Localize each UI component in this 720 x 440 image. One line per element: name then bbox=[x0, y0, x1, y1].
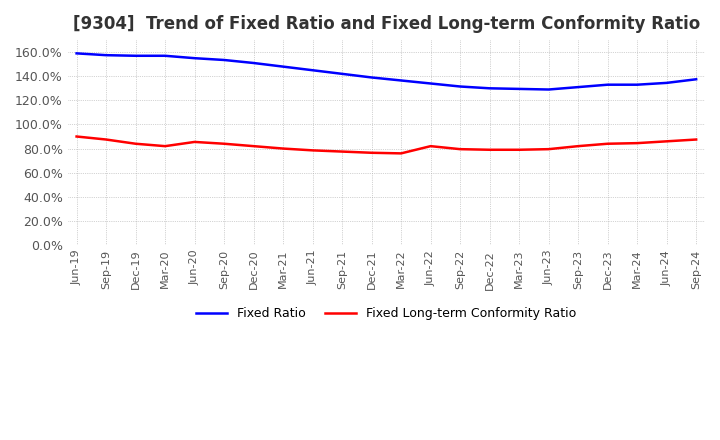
Fixed Ratio bbox=[515, 86, 523, 92]
Fixed Long-term Conformity Ratio bbox=[544, 147, 553, 152]
Fixed Ratio bbox=[220, 57, 228, 62]
Fixed Long-term Conformity Ratio bbox=[485, 147, 494, 152]
Fixed Ratio bbox=[397, 78, 405, 83]
Fixed Long-term Conformity Ratio bbox=[338, 149, 346, 154]
Fixed Ratio bbox=[633, 82, 642, 87]
Fixed Long-term Conformity Ratio bbox=[72, 134, 81, 139]
Fixed Long-term Conformity Ratio bbox=[190, 139, 199, 145]
Fixed Ratio bbox=[308, 68, 317, 73]
Fixed Ratio bbox=[692, 77, 701, 82]
Fixed Long-term Conformity Ratio bbox=[131, 141, 140, 147]
Fixed Long-term Conformity Ratio bbox=[220, 141, 228, 147]
Fixed Long-term Conformity Ratio bbox=[102, 137, 110, 142]
Fixed Ratio bbox=[426, 81, 435, 86]
Fixed Long-term Conformity Ratio bbox=[456, 147, 464, 152]
Fixed Ratio bbox=[102, 52, 110, 58]
Fixed Ratio bbox=[574, 84, 582, 90]
Fixed Long-term Conformity Ratio bbox=[574, 143, 582, 149]
Fixed Long-term Conformity Ratio bbox=[603, 141, 612, 147]
Fixed Long-term Conformity Ratio bbox=[426, 143, 435, 149]
Line: Fixed Long-term Conformity Ratio: Fixed Long-term Conformity Ratio bbox=[76, 136, 696, 154]
Fixed Long-term Conformity Ratio bbox=[249, 143, 258, 149]
Fixed Long-term Conformity Ratio bbox=[279, 146, 287, 151]
Fixed Long-term Conformity Ratio bbox=[633, 140, 642, 146]
Fixed Ratio bbox=[367, 75, 376, 80]
Title: [9304]  Trend of Fixed Ratio and Fixed Long-term Conformity Ratio: [9304] Trend of Fixed Ratio and Fixed Lo… bbox=[73, 15, 700, 33]
Fixed Ratio bbox=[72, 51, 81, 56]
Fixed Ratio bbox=[161, 53, 169, 59]
Fixed Ratio bbox=[662, 80, 671, 85]
Fixed Ratio bbox=[131, 53, 140, 59]
Line: Fixed Ratio: Fixed Ratio bbox=[76, 53, 696, 89]
Fixed Long-term Conformity Ratio bbox=[662, 139, 671, 144]
Fixed Long-term Conformity Ratio bbox=[367, 150, 376, 155]
Fixed Ratio bbox=[485, 86, 494, 91]
Fixed Long-term Conformity Ratio bbox=[397, 151, 405, 156]
Fixed Long-term Conformity Ratio bbox=[308, 148, 317, 153]
Fixed Ratio bbox=[544, 87, 553, 92]
Legend: Fixed Ratio, Fixed Long-term Conformity Ratio: Fixed Ratio, Fixed Long-term Conformity … bbox=[192, 302, 582, 325]
Fixed Long-term Conformity Ratio bbox=[515, 147, 523, 152]
Fixed Ratio bbox=[279, 64, 287, 69]
Fixed Ratio bbox=[456, 84, 464, 89]
Fixed Ratio bbox=[249, 60, 258, 66]
Fixed Long-term Conformity Ratio bbox=[692, 137, 701, 142]
Fixed Ratio bbox=[190, 55, 199, 61]
Fixed Long-term Conformity Ratio bbox=[161, 143, 169, 149]
Fixed Ratio bbox=[603, 82, 612, 87]
Fixed Ratio bbox=[338, 71, 346, 77]
